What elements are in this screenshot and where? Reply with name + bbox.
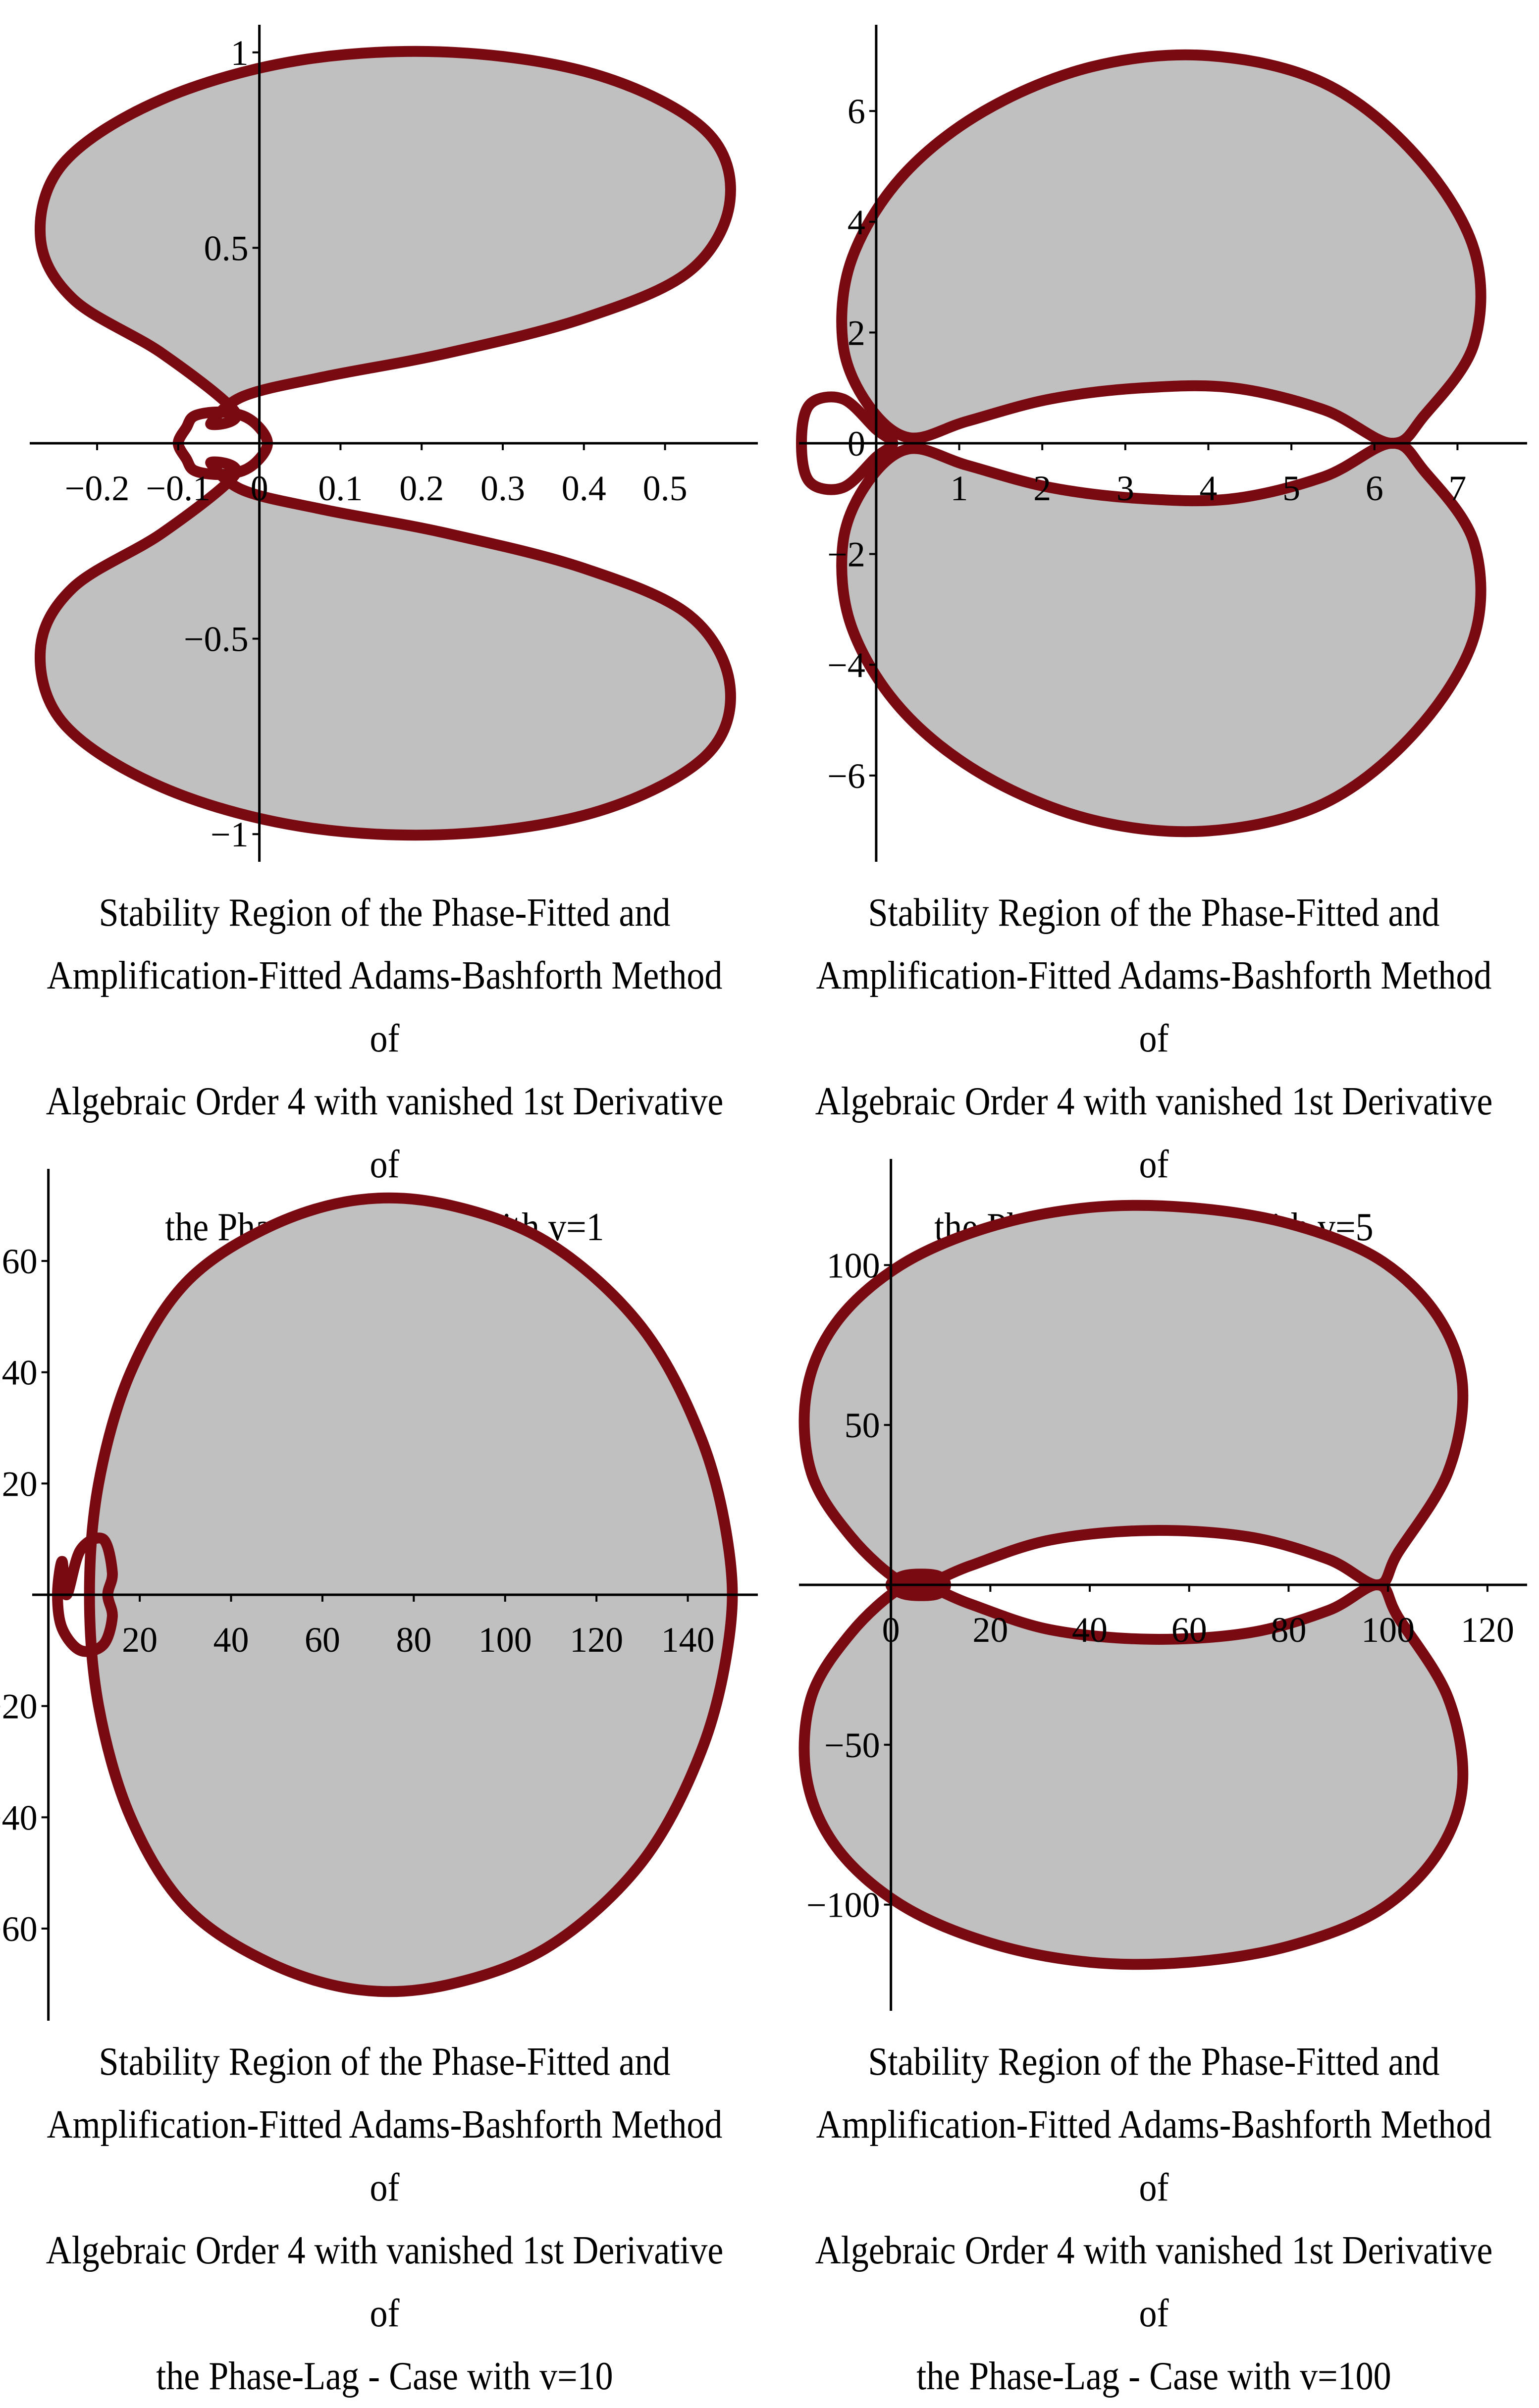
x-tick-label: 140 [661,1620,715,1660]
region-fill-1 [842,54,1481,444]
boundary-curve-3 [796,391,899,495]
region-fill-1 [804,1205,1463,1586]
caption-1: Stability Region of the Phase-Fitted and… [39,882,731,1259]
y-tick-label: −100 [806,1885,880,1925]
boundary-curve-2 [52,1532,118,1657]
boundary-curve-1 [798,1200,1469,1591]
chart-panel-3: 20 40 60 80 100 120 140 −60 −40 −20 20 40 60 Stabili… [0,1139,769,2398]
y-tick-label: 100 [827,1246,880,1285]
caption-line: Stability Region of the Phase-Fitted and [99,891,671,935]
y-tick-label: 60 [2,1242,38,1281]
y-tick-label: −4 [827,645,865,685]
caption-line: the Phase-Lag - Case with v=10 [156,2355,613,2398]
boundary-curve-2 [798,1578,1469,1970]
region-fill-2 [804,1584,1463,1965]
x-tick-label: 0 [882,1610,900,1650]
x-tick-label: 2 [1033,469,1051,508]
x-tick-label: 0.1 [318,469,363,508]
y-tick-label: −1 [211,815,249,854]
x-tick-label: 0.3 [480,469,525,508]
x-tick-label: −0.2 [65,469,130,508]
caption-line: Algebraic Order 4 with vanished 1st Deri… [46,1080,724,1186]
x-tick-label: 20 [972,1610,1008,1650]
region-fill-2 [40,462,731,836]
caption-line: Amplification-Fitted Adams-Bashforth Met… [816,2103,1492,2209]
caption-line: Amplification-Fitted Adams-Bashforth Met… [47,2103,723,2209]
y-tick-label: −40 [0,1798,38,1837]
stability-plot-1: −0.2 −0.1 0 0.1 0.2 0.3 0.4 0.5 −1 −0.5 0.5 1 [30,25,758,862]
x-tick-label: 120 [570,1620,623,1660]
y-tick-label: 20 [2,1464,38,1504]
stability-plot-2: 1 2 3 4 5 6 7 −6 −4 −2 0 2 4 6 [796,25,1527,862]
y-tick-label: 0 [848,424,865,464]
x-tick-label: 7 [1448,469,1466,508]
x-tick-label: 1 [951,469,968,508]
x-tick-label: 100 [1361,1610,1415,1650]
y-tick-label: −20 [0,1687,38,1727]
y-tick-label: −2 [827,535,865,575]
x-tick-label: 40 [213,1620,249,1660]
caption-line: the Phase-Lag - Case with v=100 [916,2355,1391,2398]
x-tick-label: 0.2 [399,469,444,508]
caption-line: Stability Region of the Phase-Fitted and [868,891,1440,935]
caption-line: Amplification-Fitted Adams-Bashforth Met… [47,954,723,1060]
y-tick-label: 4 [848,203,865,242]
y-tick-label: −50 [824,1726,880,1765]
x-tick-label: 20 [122,1620,158,1660]
x-tick-label: 120 [1461,1610,1514,1650]
caption-line: Algebraic Order 4 with vanished 1st Deri… [815,1080,1493,1186]
x-tick-label: −0.1 [146,469,211,508]
x-tick-label: 3 [1116,469,1134,508]
y-tick-label: 50 [845,1406,880,1445]
x-tick-label: 100 [478,1620,532,1660]
caption-line: Stability Region of the Phase-Fitted and [868,2040,1440,2084]
caption-line: Algebraic Order 4 with vanished 1st Deri… [815,2229,1493,2335]
y-tick-label: 40 [2,1353,38,1393]
y-tick-label: 2 [848,313,865,353]
stability-plot-3: 20 40 60 80 100 120 140 −60 −40 −20 20 40 60 [0,1169,758,2021]
y-tick-label: −60 [0,1909,38,1949]
caption-line: Stability Region of the Phase-Fitted and [99,2040,671,2084]
x-tick-label: 0.5 [643,469,688,508]
y-tick-label: 1 [231,33,249,73]
x-tick-label: 5 [1282,469,1300,508]
region-fill-1 [40,51,731,425]
x-tick-label: 40 [1072,1610,1108,1650]
stability-plot-4: 0 20 40 60 80 100 120 −100 −50 50 100 [798,1159,1527,2011]
boundary-curve-2 [35,456,736,841]
chart-panel-2: 1 2 3 4 5 6 7 −6 −4 −2 0 2 4 6 Stability Region of th… [769,0,1539,1249]
x-tick-label: 0 [251,469,268,508]
x-tick-label: 60 [1171,1610,1207,1650]
caption-3: Stability Region of the Phase-Fitted and… [39,2031,731,2408]
chart-panel-4: 0 20 40 60 80 100 120 −100 −50 50 100 Stability Re… [769,1139,1539,2398]
y-tick-label: 0.5 [204,228,249,268]
x-tick-label: 80 [396,1620,431,1660]
caption-line: Algebraic Order 4 with vanished 1st Deri… [46,2229,724,2335]
caption-line: Amplification-Fitted Adams-Bashforth Met… [816,954,1492,1060]
x-tick-label: 0.4 [562,469,606,508]
y-tick-label: −0.5 [184,620,249,659]
boundary-curve-1 [35,46,736,430]
caption-4: Stability Region of the Phase-Fitted and… [808,2031,1500,2408]
x-tick-label: 6 [1366,469,1383,508]
chart-panel-1: −0.2 −0.1 0 0.1 0.2 0.3 0.4 0.5 −1 −0.5 0.5 1 Stabi… [0,0,769,1249]
y-tick-label: −6 [827,756,865,796]
x-tick-label: 4 [1199,469,1217,508]
region-fill-2 [842,443,1481,832]
x-tick-label: 80 [1271,1610,1306,1650]
x-tick-label: 60 [305,1620,340,1660]
y-tick-label: 6 [848,92,865,131]
